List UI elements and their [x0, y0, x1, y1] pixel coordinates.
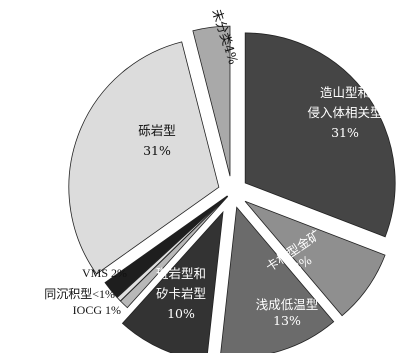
slice-label: 斑岩型和矽卡岩型 10%	[156, 266, 206, 321]
pie-slice	[121, 210, 224, 353]
pie-slice	[192, 25, 231, 177]
slice-label: 同沉积型<1%	[44, 287, 115, 301]
pie-slice	[244, 32, 396, 238]
pie-slice	[116, 195, 228, 302]
slice-label: 浅成低温型 13%	[256, 297, 319, 328]
slice-label: 造山型和侵入体相关型 31%	[307, 85, 382, 140]
pie-slices	[68, 25, 396, 353]
pie-slice	[244, 200, 386, 317]
slice-label: IOCG 1%	[73, 303, 121, 317]
pie-slice	[104, 195, 228, 298]
pie-slice	[68, 41, 220, 275]
slice-label: VMS 2%	[82, 266, 127, 280]
slice-label: 砾岩型 31%	[138, 123, 176, 158]
pie-slice	[220, 206, 335, 353]
